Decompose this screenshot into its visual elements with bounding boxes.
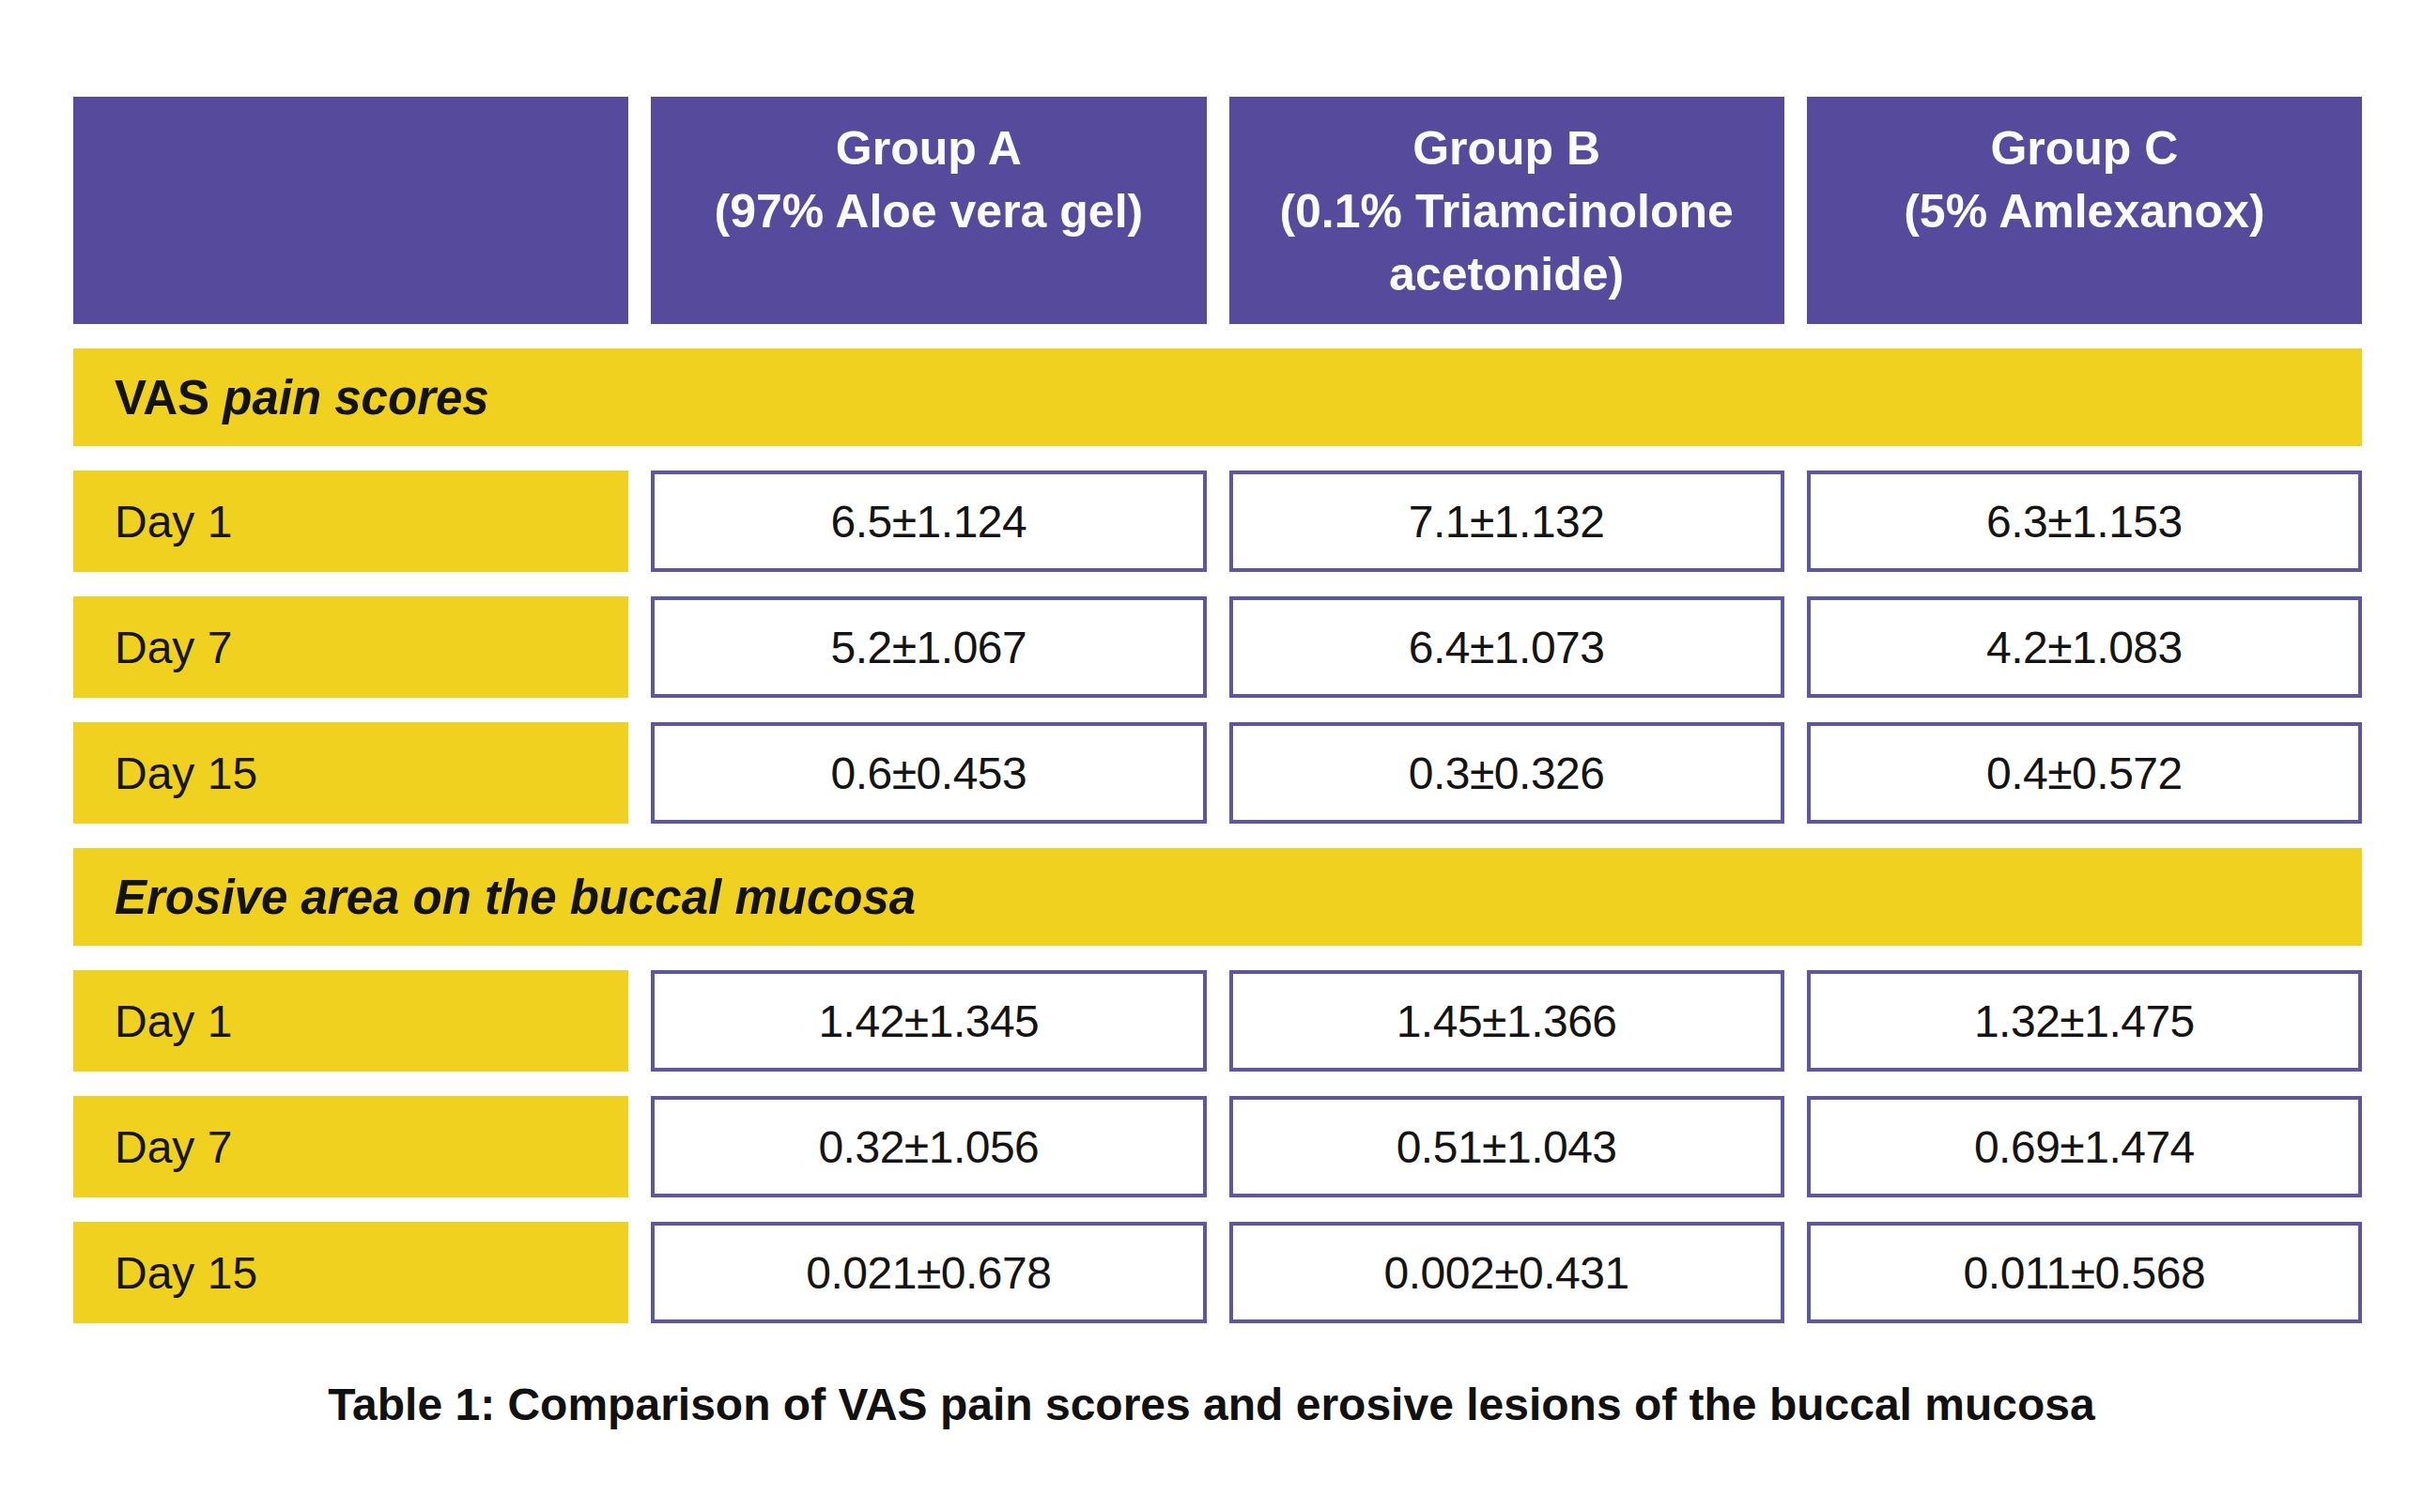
row-label-day-7: Day 7 bbox=[73, 596, 628, 698]
section-title-regular: VAS bbox=[115, 370, 223, 425]
value-cell: 1.45±1.366 bbox=[1229, 970, 1784, 1072]
row-label-day-15: Day 15 bbox=[73, 1222, 628, 1323]
value-cell: 0.6±0.453 bbox=[651, 722, 1206, 824]
value-cell: 6.5±1.124 bbox=[651, 471, 1206, 572]
section-title-italic: pain scores bbox=[223, 370, 488, 425]
value-cell: 0.002±0.431 bbox=[1229, 1222, 1784, 1323]
column-header-group-b: Group B (0.1% Triamcinolone acetonide) bbox=[1229, 97, 1784, 324]
comparison-table: Group A (97% Aloe vera gel) Group B (0.1… bbox=[73, 97, 2362, 1348]
value-cell: 0.32±1.056 bbox=[651, 1096, 1206, 1197]
group-c-name: Group C bbox=[1820, 117, 2349, 180]
group-a-name: Group A bbox=[664, 117, 1193, 180]
value-cell: 0.51±1.043 bbox=[1229, 1096, 1784, 1197]
group-b-name: Group B bbox=[1242, 117, 1771, 180]
corner-cell bbox=[73, 97, 628, 324]
table-row-erosive-day-1: Day 1 1.42±1.345 1.45±1.366 1.32±1.475 bbox=[73, 970, 2362, 1072]
group-c-detail: (5% Amlexanox) bbox=[1820, 180, 2349, 243]
table-caption: Table 1: Comparison of VAS pain scores a… bbox=[0, 1379, 2423, 1430]
value-cell: 1.42±1.345 bbox=[651, 970, 1206, 1072]
value-cell: 5.2±1.067 bbox=[651, 596, 1206, 698]
value-cell: 1.32±1.475 bbox=[1807, 970, 2362, 1072]
table-row-erosive-day-7: Day 7 0.32±1.056 0.51±1.043 0.69±1.474 bbox=[73, 1096, 2362, 1197]
value-cell: 6.4±1.073 bbox=[1229, 596, 1784, 698]
column-header-group-a: Group A (97% Aloe vera gel) bbox=[651, 97, 1206, 324]
row-label-day-1: Day 1 bbox=[73, 471, 628, 572]
value-cell: 6.3±1.153 bbox=[1807, 471, 2362, 572]
group-b-detail: (0.1% Triamcinolone acetonide) bbox=[1242, 180, 1771, 306]
row-label-day-1: Day 1 bbox=[73, 970, 628, 1072]
value-cell: 0.021±0.678 bbox=[651, 1222, 1206, 1323]
column-header-group-c: Group C (5% Amlexanox) bbox=[1807, 97, 2362, 324]
table-row-erosive-day-15: Day 15 0.021±0.678 0.002±0.431 0.011±0.5… bbox=[73, 1222, 2362, 1323]
section-header-erosive-area: Erosive area on the buccal mucosa bbox=[73, 848, 2362, 946]
table-row-vas-day-1: Day 1 6.5±1.124 7.1±1.132 6.3±1.153 bbox=[73, 471, 2362, 572]
value-cell: 0.011±0.568 bbox=[1807, 1222, 2362, 1323]
value-cell: 0.4±0.572 bbox=[1807, 722, 2362, 824]
value-cell: 0.3±0.326 bbox=[1229, 722, 1784, 824]
row-label-day-7: Day 7 bbox=[73, 1096, 628, 1197]
row-label-day-15: Day 15 bbox=[73, 722, 628, 824]
table-row-vas-day-7: Day 7 5.2±1.067 6.4±1.073 4.2±1.083 bbox=[73, 596, 2362, 698]
table-header-row: Group A (97% Aloe vera gel) Group B (0.1… bbox=[73, 97, 2362, 324]
value-cell: 0.69±1.474 bbox=[1807, 1096, 2362, 1197]
section-header-vas-pain-scores: VAS pain scores bbox=[73, 348, 2362, 446]
table-row-vas-day-15: Day 15 0.6±0.453 0.3±0.326 0.4±0.572 bbox=[73, 722, 2362, 824]
value-cell: 7.1±1.132 bbox=[1229, 471, 1784, 572]
section-title-italic: Erosive area on the buccal mucosa bbox=[115, 870, 916, 925]
value-cell: 4.2±1.083 bbox=[1807, 596, 2362, 698]
group-a-detail: (97% Aloe vera gel) bbox=[664, 180, 1193, 243]
